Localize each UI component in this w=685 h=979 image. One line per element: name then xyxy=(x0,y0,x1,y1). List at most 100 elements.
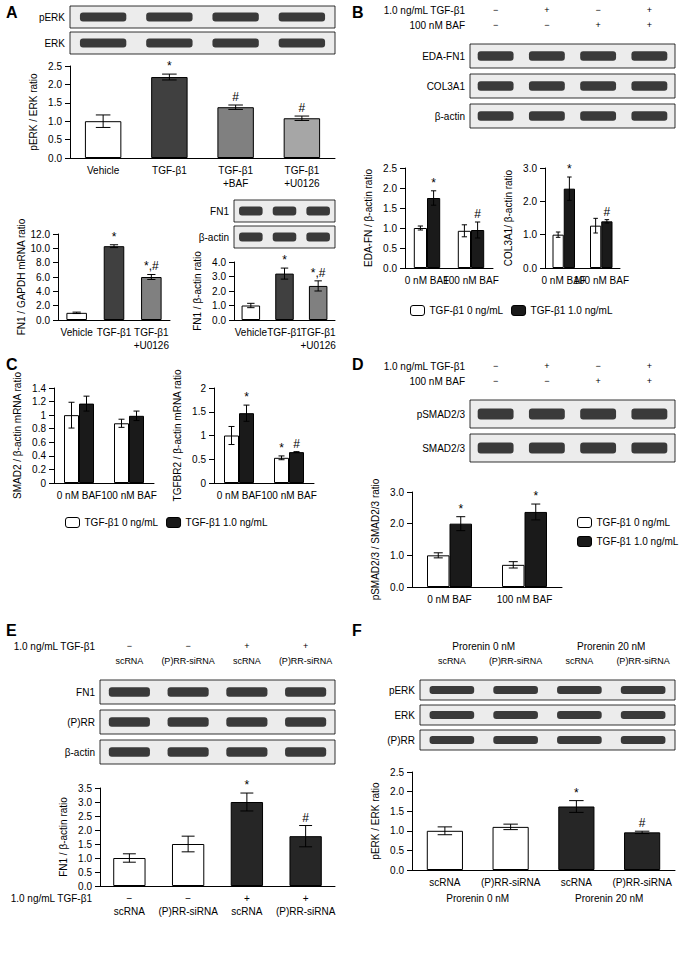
svg-text:1.0: 1.0 xyxy=(48,116,62,127)
svg-text:#: # xyxy=(299,101,306,115)
svg-text:1.0: 1.0 xyxy=(78,853,92,864)
svg-text:0.0: 0.0 xyxy=(36,315,50,326)
svg-text:FN1 / β-actin ratio: FN1 / β-actin ratio xyxy=(58,797,69,877)
svg-text:0 nM BAF: 0 nM BAF xyxy=(217,490,261,501)
svg-text:*: * xyxy=(244,390,249,404)
svg-text:D: D xyxy=(352,356,364,373)
svg-text:100 nM BAF: 100 nM BAF xyxy=(443,275,499,286)
svg-text:C: C xyxy=(6,356,18,373)
svg-text:+: + xyxy=(544,5,549,15)
svg-text:4.0: 4.0 xyxy=(212,257,226,268)
svg-text:(P)RR-siRNA: (P)RR-siRNA xyxy=(158,906,218,917)
svg-text:β-actin: β-actin xyxy=(199,232,229,243)
svg-text:*: * xyxy=(279,441,284,455)
svg-text:1.5: 1.5 xyxy=(383,203,397,214)
svg-text:100 nM BAF: 100 nM BAF xyxy=(261,490,317,501)
svg-text:2.0: 2.0 xyxy=(390,518,404,529)
svg-text:10.0: 10.0 xyxy=(31,243,51,254)
svg-text:8.0: 8.0 xyxy=(36,257,50,268)
svg-text:−: − xyxy=(595,5,600,15)
svg-text:*,#: *,# xyxy=(144,259,159,273)
svg-text:Prorenin 20 nM: Prorenin 20 nM xyxy=(577,641,645,652)
svg-text:TGF-β1: TGF-β1 xyxy=(285,165,320,176)
svg-text:1.0: 1.0 xyxy=(390,825,404,836)
svg-text:0.0: 0.0 xyxy=(212,315,226,326)
svg-text:scRNA: scRNA xyxy=(231,906,262,917)
svg-text:(P)RR-siRNA: (P)RR-siRNA xyxy=(276,906,336,917)
svg-text:TGF-β1: TGF-β1 xyxy=(97,327,132,338)
svg-text:0.2: 0.2 xyxy=(32,464,46,475)
svg-text:2.0: 2.0 xyxy=(383,183,397,194)
svg-text:1: 1 xyxy=(200,430,206,441)
svg-text:1.0: 1.0 xyxy=(523,229,537,240)
svg-text:3.0: 3.0 xyxy=(390,487,404,498)
svg-text:pERK: pERK xyxy=(389,685,415,696)
svg-text:3.0: 3.0 xyxy=(523,163,537,174)
svg-text:6.0: 6.0 xyxy=(36,272,50,283)
svg-text:(P)RR-siRNA: (P)RR-siRNA xyxy=(612,877,672,888)
svg-text:(P)RR: (P)RR xyxy=(67,717,95,728)
svg-text:TGF-β1: TGF-β1 xyxy=(301,327,336,338)
svg-text:*: * xyxy=(112,230,117,244)
svg-text:TGF-β1 1.0 ng/mL: TGF-β1 1.0 ng/mL xyxy=(186,517,268,528)
svg-text:12.0: 12.0 xyxy=(31,229,51,240)
svg-text:(P)RR-siRNA: (P)RR-siRNA xyxy=(279,656,333,666)
svg-text:TGF-β1 1.0 ng/mL: TGF-β1 1.0 ng/mL xyxy=(597,536,679,547)
svg-text:TGF-β1: TGF-β1 xyxy=(218,165,253,176)
svg-text:pSMAD2/3: pSMAD2/3 xyxy=(417,409,466,420)
svg-text:0.0: 0.0 xyxy=(390,582,404,593)
svg-text:1.0: 1.0 xyxy=(212,300,226,311)
svg-text:pSMAD2/3 / SMAD2/3 ratio: pSMAD2/3 / SMAD2/3 ratio xyxy=(370,478,381,600)
svg-text:*,#: *,# xyxy=(311,266,326,280)
svg-text:FN1 / GAPDH mRNA ratio: FN1 / GAPDH mRNA ratio xyxy=(16,218,27,335)
svg-text:pERK / ERK ratio: pERK / ERK ratio xyxy=(28,73,39,151)
svg-text:β-actin: β-actin xyxy=(435,111,465,122)
svg-text:pERK / ERK ratio: pERK / ERK ratio xyxy=(370,782,381,860)
svg-text:Vehicle: Vehicle xyxy=(235,327,268,338)
svg-text:1.0 ng/mL TGF-β1: 1.0 ng/mL TGF-β1 xyxy=(384,5,466,16)
svg-text:*: * xyxy=(167,59,172,73)
svg-text:0.5: 0.5 xyxy=(192,454,206,465)
svg-text:+: + xyxy=(244,641,249,651)
svg-text:0.0: 0.0 xyxy=(78,881,92,892)
svg-text:0.5: 0.5 xyxy=(48,134,62,145)
svg-text:0: 0 xyxy=(40,478,46,489)
svg-text:Vehicle: Vehicle xyxy=(61,327,94,338)
svg-text:ERK: ERK xyxy=(44,38,65,49)
svg-text:0.0: 0.0 xyxy=(523,263,537,274)
svg-text:scRNA: scRNA xyxy=(438,656,466,666)
svg-text:2.5: 2.5 xyxy=(48,61,62,72)
svg-text:+BAF: +BAF xyxy=(223,178,248,189)
svg-text:2.0: 2.0 xyxy=(48,79,62,90)
svg-text:−: − xyxy=(493,361,498,371)
svg-text:scRNA: scRNA xyxy=(429,877,460,888)
svg-text:+: + xyxy=(303,641,308,651)
svg-text:FN1: FN1 xyxy=(210,206,229,217)
svg-text:β-actin: β-actin xyxy=(65,747,95,758)
svg-text:*: * xyxy=(533,489,538,503)
svg-text:TGF-β1: TGF-β1 xyxy=(134,327,169,338)
svg-text:*: * xyxy=(567,162,572,176)
svg-text:TGF-β1 0 ng/mL: TGF-β1 0 ng/mL xyxy=(597,517,671,528)
svg-text:B: B xyxy=(352,4,364,21)
svg-text:1.5: 1.5 xyxy=(78,839,92,850)
svg-text:0.0: 0.0 xyxy=(390,865,404,876)
svg-text:2.0: 2.0 xyxy=(78,825,92,836)
svg-text:2.5: 2.5 xyxy=(78,811,92,822)
svg-text:(P)RR-siRNA: (P)RR-siRNA xyxy=(616,656,670,666)
svg-text:100 nM BAF: 100 nM BAF xyxy=(497,594,553,605)
svg-text:100 nM BAF: 100 nM BAF xyxy=(409,376,465,387)
svg-text:−: − xyxy=(544,376,549,386)
svg-text:0.0: 0.0 xyxy=(48,153,62,164)
svg-text:1.2: 1.2 xyxy=(32,396,46,407)
svg-text:TGF-β1 1.0 ng/mL: TGF-β1 1.0 ng/mL xyxy=(531,305,613,316)
svg-text:−: − xyxy=(185,641,190,651)
svg-text:0.5: 0.5 xyxy=(78,867,92,878)
svg-text:0.5: 0.5 xyxy=(383,243,397,254)
svg-text:2.0: 2.0 xyxy=(212,286,226,297)
svg-text:TGF-β1 0 ng/mL: TGF-β1 0 ng/mL xyxy=(430,305,504,316)
svg-text:F: F xyxy=(352,622,362,639)
svg-text:+: + xyxy=(303,893,309,904)
svg-text:−: − xyxy=(544,20,549,30)
svg-text:TGF-β1 0 ng/mL: TGF-β1 0 ng/mL xyxy=(85,517,159,528)
